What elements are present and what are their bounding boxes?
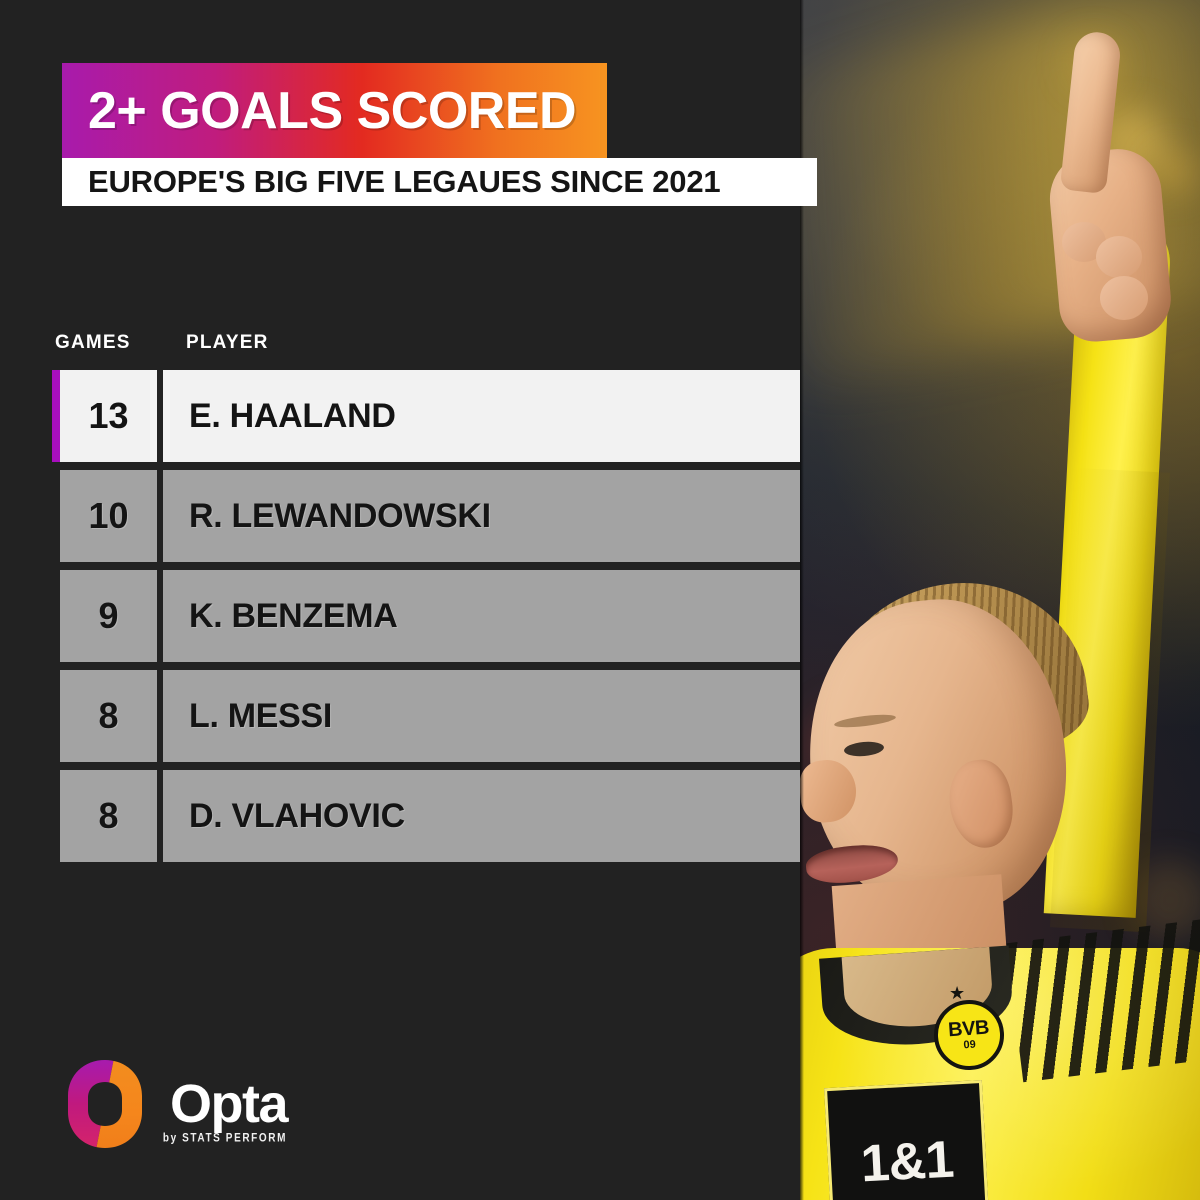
player-name: L. MESSI	[189, 696, 333, 735]
games-value: 13	[88, 395, 129, 436]
club-badge-text: BVB	[947, 1016, 990, 1042]
row-accent-bar	[52, 770, 60, 862]
cell-player: L. MESSI	[163, 670, 800, 762]
player-photo: BVB 09 1&1	[800, 0, 1200, 1200]
games-value: 10	[88, 495, 129, 536]
cell-player: R. LEWANDOWSKI	[163, 470, 800, 562]
table-row: 10 R. LEWANDOWSKI	[52, 470, 800, 562]
cell-player: D. VLAHOVIC	[163, 770, 800, 862]
knuckle	[1096, 236, 1142, 278]
sponsor-logo-text: 1&1	[859, 1130, 955, 1194]
games-value: 8	[98, 795, 119, 836]
page-subtitle: EUROPE'S BIG FIVE LEGAUES SINCE 2021	[88, 164, 721, 199]
page-title: 2+ GOALS SCORED	[88, 81, 577, 140]
table-row: 9 K. BENZEMA	[52, 570, 800, 662]
opta-name: Opta	[170, 1074, 289, 1134]
cell-games: 8	[60, 670, 157, 762]
column-header-player: PLAYER	[186, 332, 269, 353]
cell-games: 9	[60, 570, 157, 662]
row-accent-bar	[52, 470, 60, 562]
knuckle	[1100, 276, 1148, 320]
sponsor-logo: 1&1	[824, 1079, 990, 1200]
subtitle-banner: EUROPE'S BIG FIVE LEGAUES SINCE 2021	[62, 158, 817, 206]
column-header-games: GAMES	[55, 332, 131, 353]
opta-logo: Opta by STATS PERFORM	[62, 1058, 289, 1150]
opta-tagline: by STATS PERFORM	[162, 1132, 288, 1145]
cell-games: 8	[60, 770, 157, 862]
table-row: 13 E. HAALAND	[52, 370, 800, 462]
opta-mark-icon	[62, 1058, 148, 1150]
player-name: R. LEWANDOWSKI	[189, 496, 491, 535]
row-accent-bar	[52, 670, 60, 762]
jersey-shoulder-stripes	[1006, 917, 1200, 1083]
club-badge-year: 09	[963, 1038, 977, 1052]
opta-wordmark: Opta by STATS PERFORM	[163, 1074, 289, 1145]
player-name: E. HAALAND	[189, 396, 396, 435]
table-body: 13 E. HAALAND 10 R. LEWANDOWSKI 9 K. BENZEMA 8…	[52, 370, 800, 870]
table-row: 8 L. MESSI	[52, 670, 800, 762]
panel-edge	[800, 0, 804, 1200]
table-column-headers: GAMES PLAYER	[55, 332, 800, 358]
player-name: D. VLAHOVIC	[189, 796, 405, 835]
cell-player: K. BENZEMA	[163, 570, 800, 662]
row-accent-bar	[52, 570, 60, 662]
cell-games: 10	[60, 470, 157, 562]
table-row: 8 D. VLAHOVIC	[52, 770, 800, 862]
title-banner: 2+ GOALS SCORED	[62, 63, 607, 158]
cell-games: 13	[60, 370, 157, 462]
row-accent-bar	[52, 370, 60, 462]
games-value: 8	[98, 695, 119, 736]
player-name: K. BENZEMA	[189, 596, 398, 635]
cell-player: E. HAALAND	[163, 370, 800, 462]
games-value: 9	[98, 595, 119, 636]
